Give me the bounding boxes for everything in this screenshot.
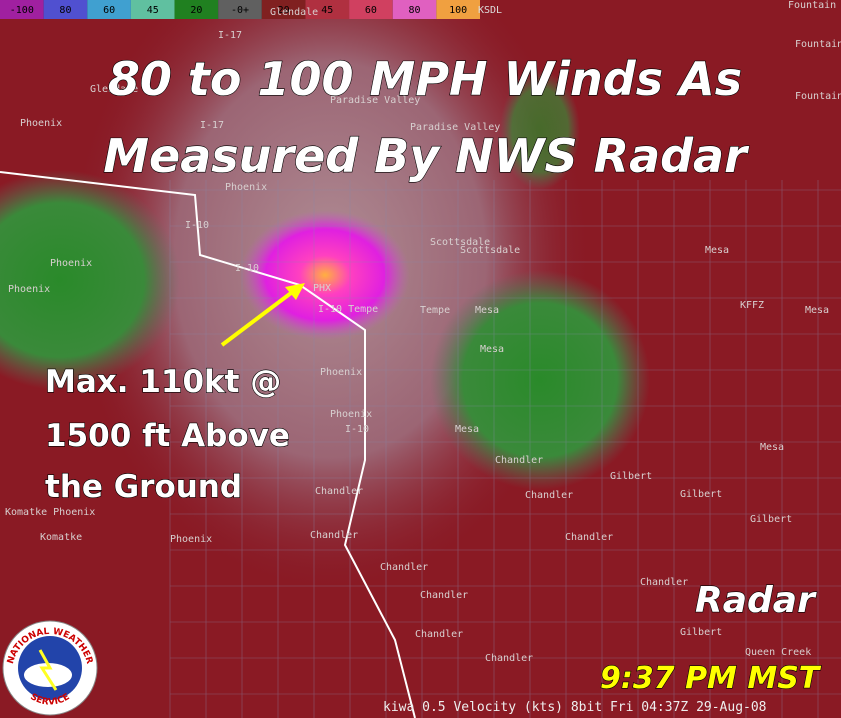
status-bar: kiwa 0.5 Velocity (kts) 8bit Fri 04:37Z … (383, 700, 767, 715)
place-label: Chandler (380, 562, 428, 573)
colorbar-label: 100 (449, 5, 467, 16)
colorbar-swatch (87, 0, 131, 19)
place-label: I-10 (185, 220, 209, 231)
street-grid (169, 180, 841, 718)
colorbar-label: -100 (10, 5, 34, 16)
place-label: Queen Creek (745, 647, 811, 658)
inbound-area (0, 170, 180, 390)
arrow (220, 288, 297, 347)
place-label: Mesa (480, 344, 504, 355)
place-label: Chandler (565, 532, 613, 543)
place-label: Gilbert (610, 471, 652, 482)
colorbar-label: -0+ (231, 5, 249, 16)
colorbar-swatch (0, 0, 44, 19)
annotation: the Ground (45, 469, 242, 505)
place-label: Chandler (420, 590, 468, 601)
annotation: Max. 110kt @ (45, 364, 281, 400)
colorbar-label: 60 (365, 5, 377, 16)
place-label: Chandler (525, 490, 573, 501)
place-label: Mesa (455, 424, 479, 435)
place-label: Gilbert (680, 627, 722, 638)
place-label: Mesa (760, 442, 784, 453)
place-label: Phoenix (320, 367, 362, 378)
place-label: Mesa (705, 245, 729, 256)
colorbar-swatch (349, 0, 393, 19)
place-label: I-17 (218, 30, 242, 41)
nws-logo: NATIONAL WEATHER SERVICE (2, 620, 98, 716)
colorbar-label: 80 (409, 5, 421, 16)
annotation: 1500 ft Above (45, 418, 290, 454)
place-label: Glendale (90, 84, 138, 95)
colorbar-label: 60 (103, 5, 115, 16)
place-label: Fountain Hills (795, 39, 841, 50)
place-label: Chandler (495, 455, 543, 466)
place-label: Phoenix (225, 182, 267, 193)
colorbar-label: 45 (321, 5, 333, 16)
colorbar-label: 80 (59, 5, 71, 16)
max-wind-area (240, 210, 410, 340)
inbound-area (500, 70, 580, 190)
place-label: Phoenix (8, 284, 50, 295)
station-id: KSDL (478, 5, 502, 16)
colorbar-swatch (43, 0, 88, 19)
place-label: Komatke Phoenix (5, 507, 95, 518)
colorbar-swatch (305, 0, 350, 19)
place-label: Gilbert (680, 489, 722, 500)
place-label: Phoenix (50, 258, 92, 269)
place-label: Scottsdale (460, 245, 520, 256)
colorbar-swatch (261, 0, 306, 19)
headline: 80 to 100 MPH Winds As (108, 52, 742, 106)
logo-text: SERVICE (28, 692, 71, 708)
place-label: PHX (313, 283, 331, 294)
svg-text:SERVICE: SERVICE (28, 692, 71, 708)
place-label: Mesa (475, 305, 499, 316)
place-label: I-10 Tempe (318, 304, 378, 315)
place-label: Paradise Valley (330, 95, 420, 106)
place-label: Fountain Hills (795, 91, 841, 102)
place-label: I-10 (235, 263, 259, 274)
place-label: Chandler (415, 629, 463, 640)
time-label: 9:37 PM MST (600, 661, 822, 696)
place-label: Paradise Valley (410, 122, 500, 133)
county-line (0, 171, 416, 718)
radar-label: Radar (695, 580, 817, 621)
colorbar-label: 20 (278, 5, 290, 16)
colorbar-swatch (392, 0, 437, 19)
place-label: Gilbert (750, 514, 792, 525)
colorbar-swatch (130, 0, 175, 19)
place-label: Phoenix (330, 409, 372, 420)
colorbar-swatch (436, 0, 480, 19)
place-label: Scottsdale (430, 237, 490, 248)
place-label: Glendale (270, 7, 318, 18)
colorbar-label: 45 (147, 5, 159, 16)
place-label: Fountain Hills (788, 0, 841, 11)
place-label: Chandler (640, 577, 688, 588)
place-label: Chandler (310, 530, 358, 541)
place-label: Chandler (485, 653, 533, 664)
colorbar-label: 20 (190, 5, 202, 16)
place-label: I-17 (200, 120, 224, 131)
place-label: Mesa (805, 305, 829, 316)
place-label: I-10 (345, 424, 369, 435)
place-label: Phoenix (20, 118, 62, 129)
place-label: Komatke (40, 532, 82, 543)
place-label: Tempe (420, 305, 450, 316)
colorbar-swatch (218, 0, 262, 19)
headline: Measured By NWS Radar (103, 129, 750, 183)
place-label: Phoenix (170, 534, 212, 545)
place-label: KFFZ (740, 300, 764, 311)
place-label: Chandler (315, 486, 363, 497)
inbound-area (430, 270, 650, 490)
colorbar-swatch (174, 0, 219, 19)
arrowhead (285, 283, 305, 300)
